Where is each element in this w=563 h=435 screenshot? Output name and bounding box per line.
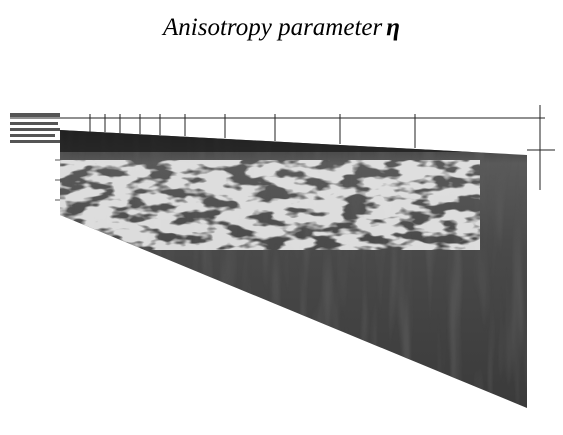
left-label-block [10, 113, 60, 143]
section-image [60, 130, 527, 408]
figure-title: Anisotropy parameter η [0, 14, 563, 42]
title-text: Anisotropy parameter [163, 14, 383, 41]
top-ruler [10, 105, 555, 190]
title-symbol: η [386, 14, 400, 41]
left-depth-ticks [55, 159, 60, 201]
